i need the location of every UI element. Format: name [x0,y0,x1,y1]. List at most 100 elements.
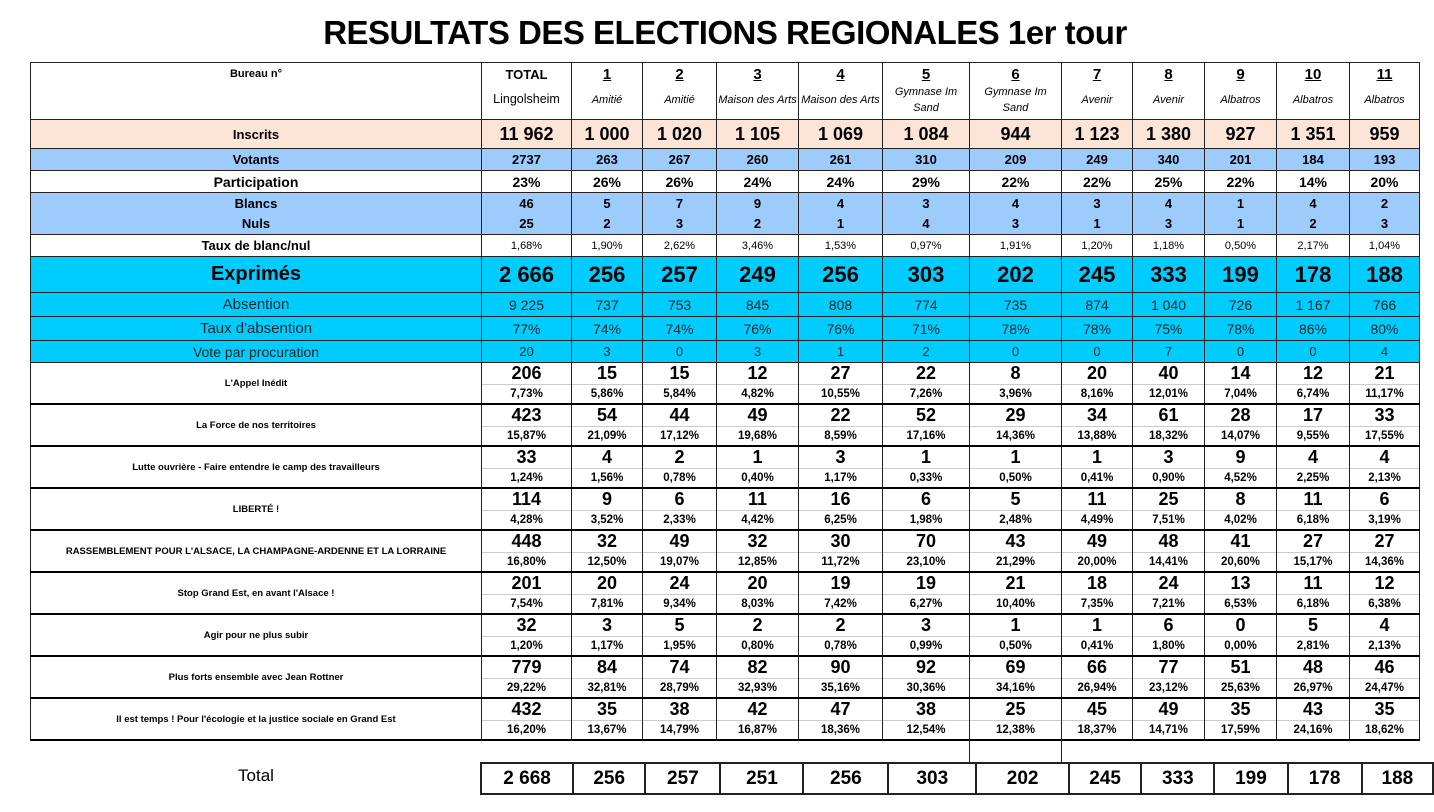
vote-count: 15 [643,363,716,385]
vote-percent: 35,16% [820,682,860,694]
candidate-result-cell: 3 0,90% [1132,445,1205,489]
candidate-result-cell: 32 12,85% [716,529,799,573]
candidate-result-cell: 42 16,87% [716,697,799,741]
vote-percent: 17,12% [659,430,699,442]
candidate-result-cell: 13 6,53% [1204,571,1277,615]
bureau-header-3: 3 Maison des Arts [716,62,799,120]
stat-value: 1 351 [1276,119,1350,149]
stat-value: 22% [1204,170,1277,193]
bureau-place: Avenir [1153,94,1184,106]
vote-percent: 4,82% [741,388,774,400]
vote-count: 22 [799,405,882,427]
bureau-header-8: 8 Avenir [1132,62,1205,120]
stat-value: 310 [882,148,970,171]
stat-value: 927 [1204,119,1277,149]
candidate-result-cell: 61 18,32% [1132,403,1205,447]
stat-value: 193 [1349,148,1420,171]
candidate-result-cell: 28 14,07% [1204,403,1277,447]
bureau-header-2: 2 Amitié [642,62,717,120]
stat-value: 333 [1132,256,1205,293]
result: 41 20,60% [1205,531,1276,570]
vote-count: 8 [970,363,1061,385]
candidate-result-cell: 6 2,33% [642,487,717,531]
stat-value: 4 [1349,340,1420,363]
stat-value: 944 [969,119,1062,149]
total-value: 256 [802,762,890,795]
vote-count: 1 [1062,447,1132,469]
stat-label: Taux de blanc/nul [30,234,482,257]
vote-count: 779 [482,657,571,679]
vote-count: 41 [1205,531,1276,553]
result: 15 5,86% [572,363,642,402]
vote-count: 1 [970,447,1061,469]
bureau-number: 6 [1011,66,1020,83]
stat-value: 0 [1276,340,1350,363]
result: 22 8,59% [799,405,882,444]
vote-percent: 1,20% [510,640,543,652]
result: 32 12,85% [717,531,798,570]
vote-count: 17 [1277,405,1349,427]
vote-percent: 8,16% [1080,388,1114,400]
result: 2 0,78% [643,447,716,486]
stat-value: 201 [1204,148,1277,171]
vote-count: 3 [883,615,969,637]
result: 49 20,00% [1062,531,1132,570]
vote-percent: 21,29% [995,556,1035,568]
stat-value: 1,18% [1132,234,1205,257]
vote-percent: 1,95% [663,640,696,652]
vote-count: 14 [1205,363,1276,385]
candidate-result-cell: 90 35,16% [798,655,883,699]
candidate-result-cell: 35 13,67% [571,697,643,741]
vote-count: 206 [482,363,571,385]
candidate-result-cell: 44 17,12% [642,403,717,447]
stat-value: 0 [1061,340,1133,363]
result: 3 1,17% [799,447,882,486]
stat-label: Exprimés [30,256,482,293]
stat-row-proc: Vote par procuration 20 3 0 3 1 2 0 0 7 0 0 4 [30,340,1420,363]
vote-count: 49 [1133,699,1204,721]
vote-count: 2 [643,447,716,469]
result: 1 0,41% [1062,615,1132,654]
vote-percent: 26,97% [1293,682,1333,694]
candidate-result-cell: 49 19,07% [642,529,717,573]
candidate-result-cell: 46 24,47% [1349,655,1420,699]
candidate-result-cell: 432 16,20% [481,697,572,741]
total-place: Lingolsheim [493,92,560,106]
stat-value: 263 [571,148,643,171]
candidate-result-cell: 4 1,56% [571,445,643,489]
result: 21 11,17% [1350,363,1419,402]
stat-value: 1,91% [969,234,1062,257]
vote-percent: 12,50% [587,556,627,568]
header-row: Bureau n° TOTAL Lingolsheim 1 Amitié 2 Amitié 3… [30,62,1420,120]
bureau-header-1: 1 Amitié [571,62,643,120]
vote-percent: 19,68% [737,430,777,442]
vote-count: 43 [1277,699,1349,721]
vote-count: 20 [717,573,798,595]
stat-value: 267 [642,148,717,171]
candidate-row: Lutte ouvrière - Faire entendre le camp … [30,445,1420,489]
stat-value: 4 [1132,192,1205,213]
total-header: TOTAL [505,67,548,82]
stat-value: 1 105 [716,119,799,149]
stat-value: 1 380 [1132,119,1205,149]
vote-percent: 18,62% [1364,724,1404,736]
vote-percent: 15,17% [1293,556,1333,568]
candidate-result-cell: 9 4,52% [1204,445,1277,489]
vote-count: 1 [883,447,969,469]
bureau-place: Albatros [1292,94,1334,106]
stat-value: 845 [716,292,799,317]
candidate-name: LIBERTÉ ! [30,487,482,531]
vote-percent: 14,71% [1148,724,1188,736]
candidate-result-cell: 43 21,29% [969,529,1062,573]
stat-value: 808 [798,292,883,317]
page-title: RESULTATS DES ELECTIONS REGIONALES 1er t… [323,14,1127,51]
stat-value: 0 [642,340,717,363]
vote-percent: 1,24% [510,472,543,484]
stat-value: 753 [642,292,717,317]
vote-count: 27 [1277,531,1349,553]
result: 66 26,94% [1062,657,1132,696]
vote-percent: 2,13% [1368,472,1401,484]
vote-count: 51 [1205,657,1276,679]
result: 34 13,88% [1062,405,1132,444]
vote-percent: 18,37% [1077,724,1117,736]
